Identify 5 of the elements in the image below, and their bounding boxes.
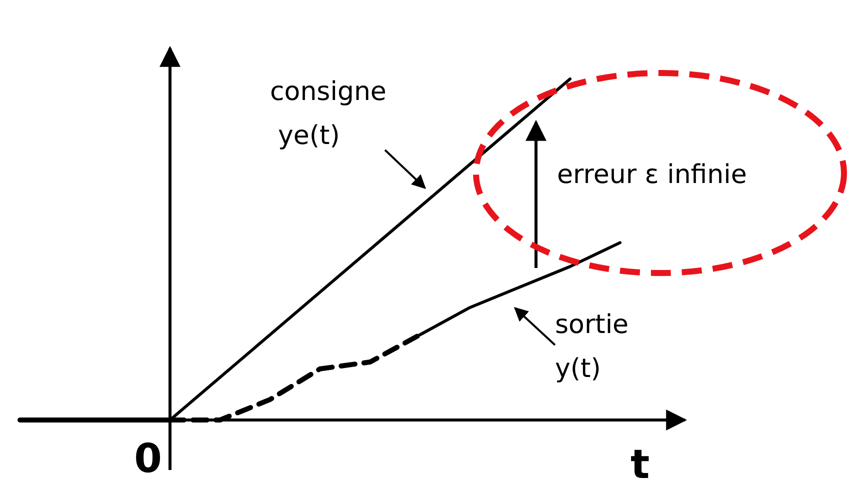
legend-label: sortie y(t) [555, 310, 629, 384]
text: consigne ye(t) [270, 77, 386, 151]
annotation: erreur ε infinie [557, 160, 747, 190]
text: 0 [134, 436, 162, 482]
x-axis-title: t [630, 442, 650, 488]
